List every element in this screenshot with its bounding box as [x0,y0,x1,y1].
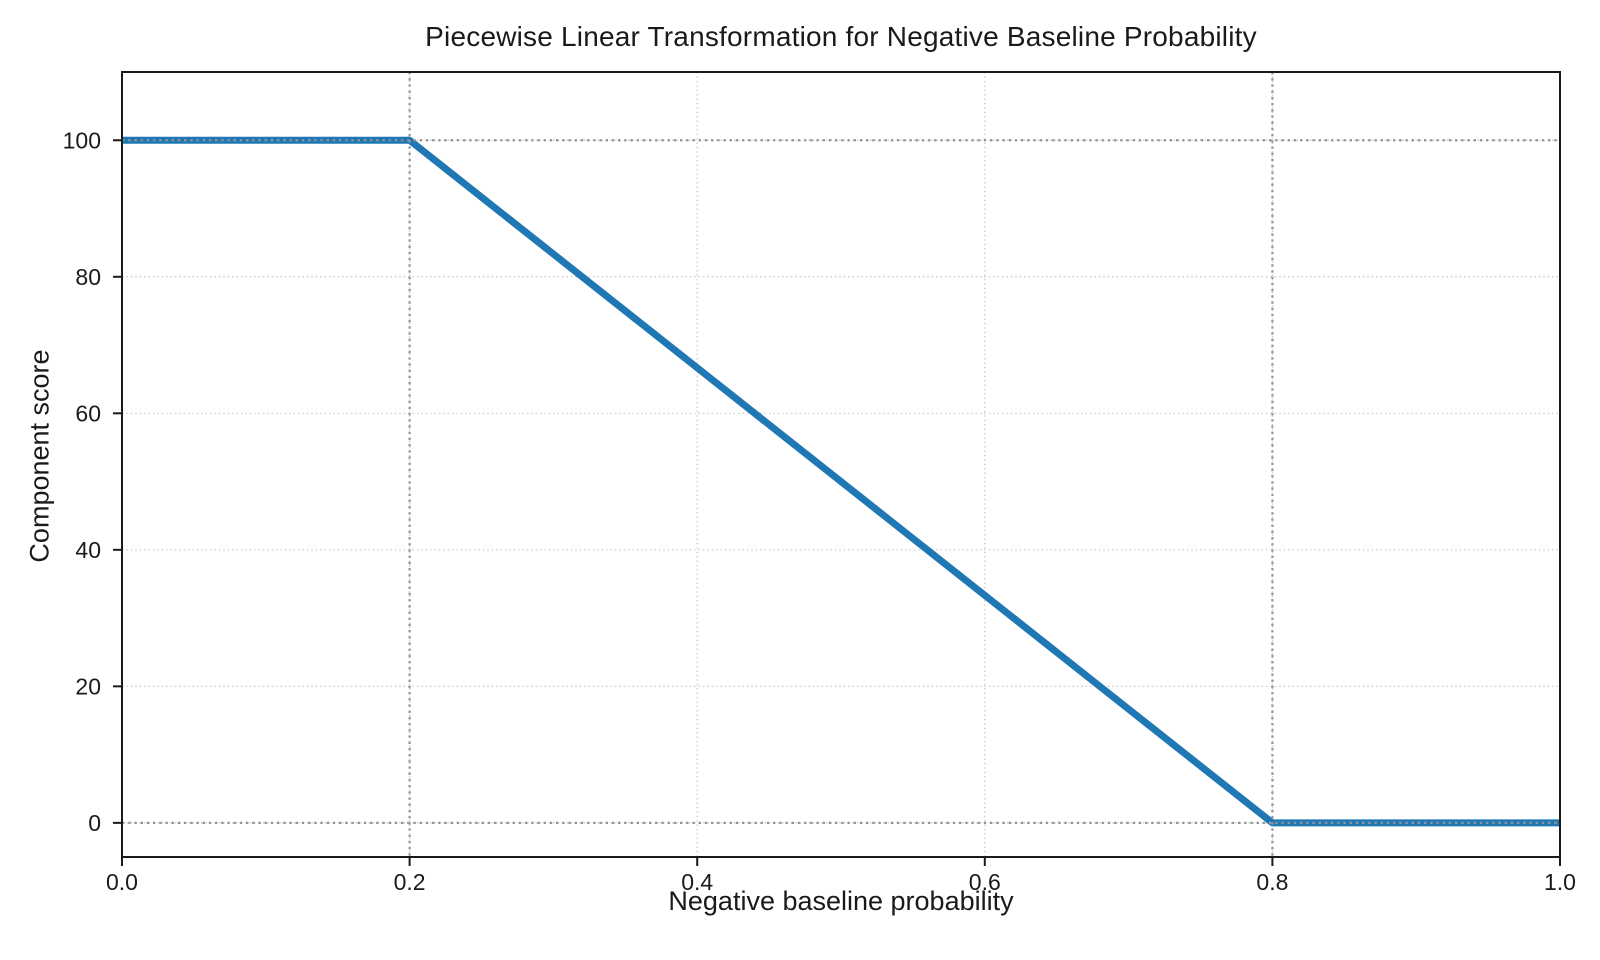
y-tick-label: 80 [75,264,101,290]
plot-spines [121,71,1561,858]
y-tick-label: 100 [63,127,101,153]
x-tick-label: 0.6 [969,869,1001,895]
y-tick-label: 40 [75,537,101,563]
y-tick-label: 20 [75,673,101,699]
x-tick-label: 1.0 [1544,869,1576,895]
y-tick-label: 60 [75,400,101,426]
x-tick-label: 0.2 [394,869,426,895]
y-axis-label: Component score [24,349,55,563]
y-tick-label: 0 [88,810,101,836]
chart-title: Piecewise Linear Transformation for Nega… [425,21,1257,52]
x-tick-label: 0.0 [106,869,138,895]
x-tick-label: 0.4 [681,869,713,895]
x-axis-label: Negative baseline probability [668,886,1014,916]
x-tick-label: 0.8 [1256,869,1288,895]
series-line [122,136,1560,827]
